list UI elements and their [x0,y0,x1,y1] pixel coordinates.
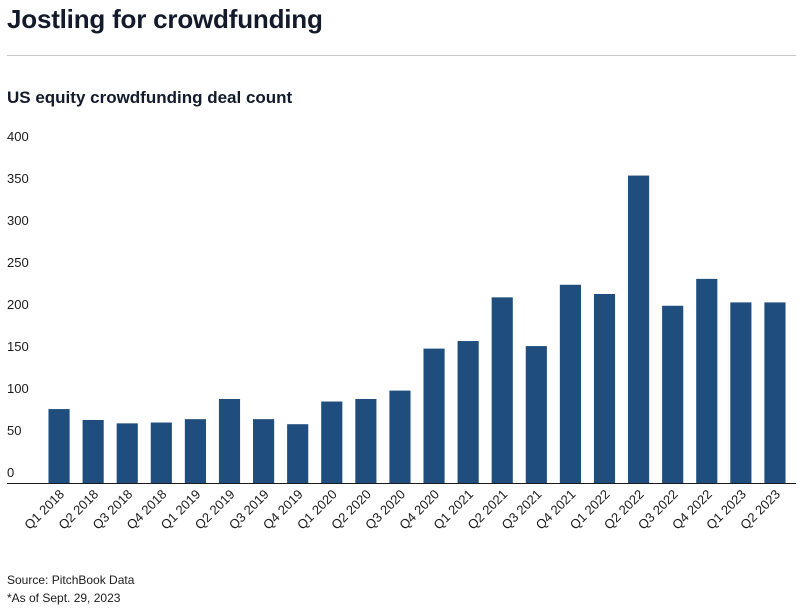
bar [218,399,241,483]
bar [457,341,479,483]
bar [662,305,684,483]
bar [696,278,718,483]
bar [593,294,616,483]
y-tick-label: 50 [7,423,21,438]
y-tick-label: 400 [7,129,29,144]
bar-series [48,175,786,483]
bar [389,390,411,483]
bar [48,409,70,483]
y-tick-label: 0 [7,465,14,480]
bar [764,302,786,483]
title-divider [7,55,796,56]
y-tick-label: 300 [7,213,29,228]
bar [150,422,172,483]
bar [355,399,377,483]
source-note: Source: PitchBook Data *As of Sept. 29, … [7,571,134,607]
y-tick-label: 200 [7,297,29,312]
bar [423,348,445,483]
bar [559,284,581,483]
y-tick-label: 250 [7,255,29,270]
bar [116,423,138,483]
bar [287,424,309,483]
bar [730,302,752,483]
y-tick-label: 350 [7,171,29,186]
date-note: *As of Sept. 29, 2023 [7,591,121,605]
bar [628,175,650,483]
bar [525,346,547,483]
y-tick-label: 150 [7,339,29,354]
source-text: Source: PitchBook Data [7,573,135,587]
bar [253,419,275,483]
bar [491,297,513,483]
bar [184,419,206,483]
y-axis: 0 50 100 150 200 250 300 350 400 [7,129,29,480]
chart-subtitle: US equity crowdfunding deal count [7,88,293,107]
bar [82,420,104,483]
y-tick-label: 100 [7,381,29,396]
bar [321,401,343,483]
page-title: Jostling for crowdfunding [7,4,323,34]
